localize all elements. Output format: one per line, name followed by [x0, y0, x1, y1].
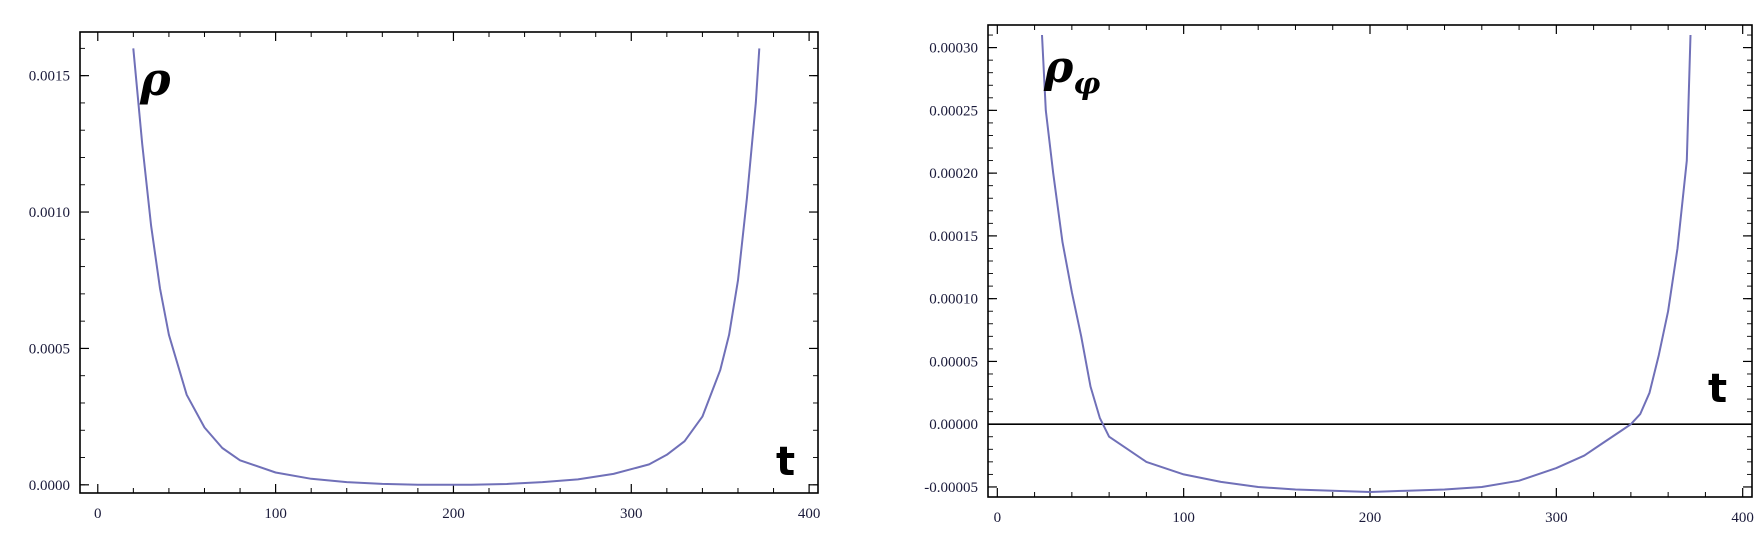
x-axis-label: t [1708, 366, 1727, 412]
y-tick-label: 0.00000 [929, 417, 978, 433]
series-line-1 [1041, 34, 1692, 493]
plot-label: ρφ [1043, 42, 1100, 102]
y-tick-label: 0.0000 [29, 478, 70, 494]
plot-label-subscript: φ [1073, 67, 1100, 102]
plot-frame [79, 31, 819, 494]
y-tick-label: 0.0010 [29, 205, 70, 221]
y-tick-label: 0.0015 [29, 69, 70, 85]
x-tick-label: 100 [264, 506, 287, 522]
y-tick-label: 0.00015 [929, 229, 978, 245]
y-tick-label: 0.00020 [929, 166, 978, 182]
y-tick-label: 0.0005 [29, 341, 70, 357]
x-tick-label: 300 [620, 506, 643, 522]
y-tick-label: 0.00030 [929, 41, 978, 57]
plot-frame [987, 24, 1753, 498]
x-tick-label: 200 [442, 506, 465, 522]
chart-1: 0 100 200 300 400 0.0000 0.0005 0.0010 0.0015 ρ t [29, 31, 821, 522]
y-tick-label: 0.00005 [929, 354, 978, 370]
x-tick-label: 200 [1359, 510, 1382, 526]
x-tick-label: 100 [1172, 510, 1195, 526]
plot-label: ρ [139, 52, 171, 106]
x-tick-label: 400 [798, 506, 821, 522]
x-tick-label: 300 [1545, 510, 1568, 526]
x-tick-label: 0 [994, 510, 1002, 526]
series-line-1 [132, 48, 761, 486]
y-tick-label: 0.00025 [929, 103, 978, 119]
x-axis-label: t [776, 439, 795, 485]
y-tick-label: -0.00005 [924, 480, 978, 496]
y-tick-label: 0.00010 [929, 292, 978, 308]
x-tick-label: 400 [1731, 510, 1754, 526]
x-tick-label: 0 [94, 506, 102, 522]
chart-2: 0 100 200 300 400 -0.00005 0.00000 0.00005 0.000… [924, 24, 1754, 526]
